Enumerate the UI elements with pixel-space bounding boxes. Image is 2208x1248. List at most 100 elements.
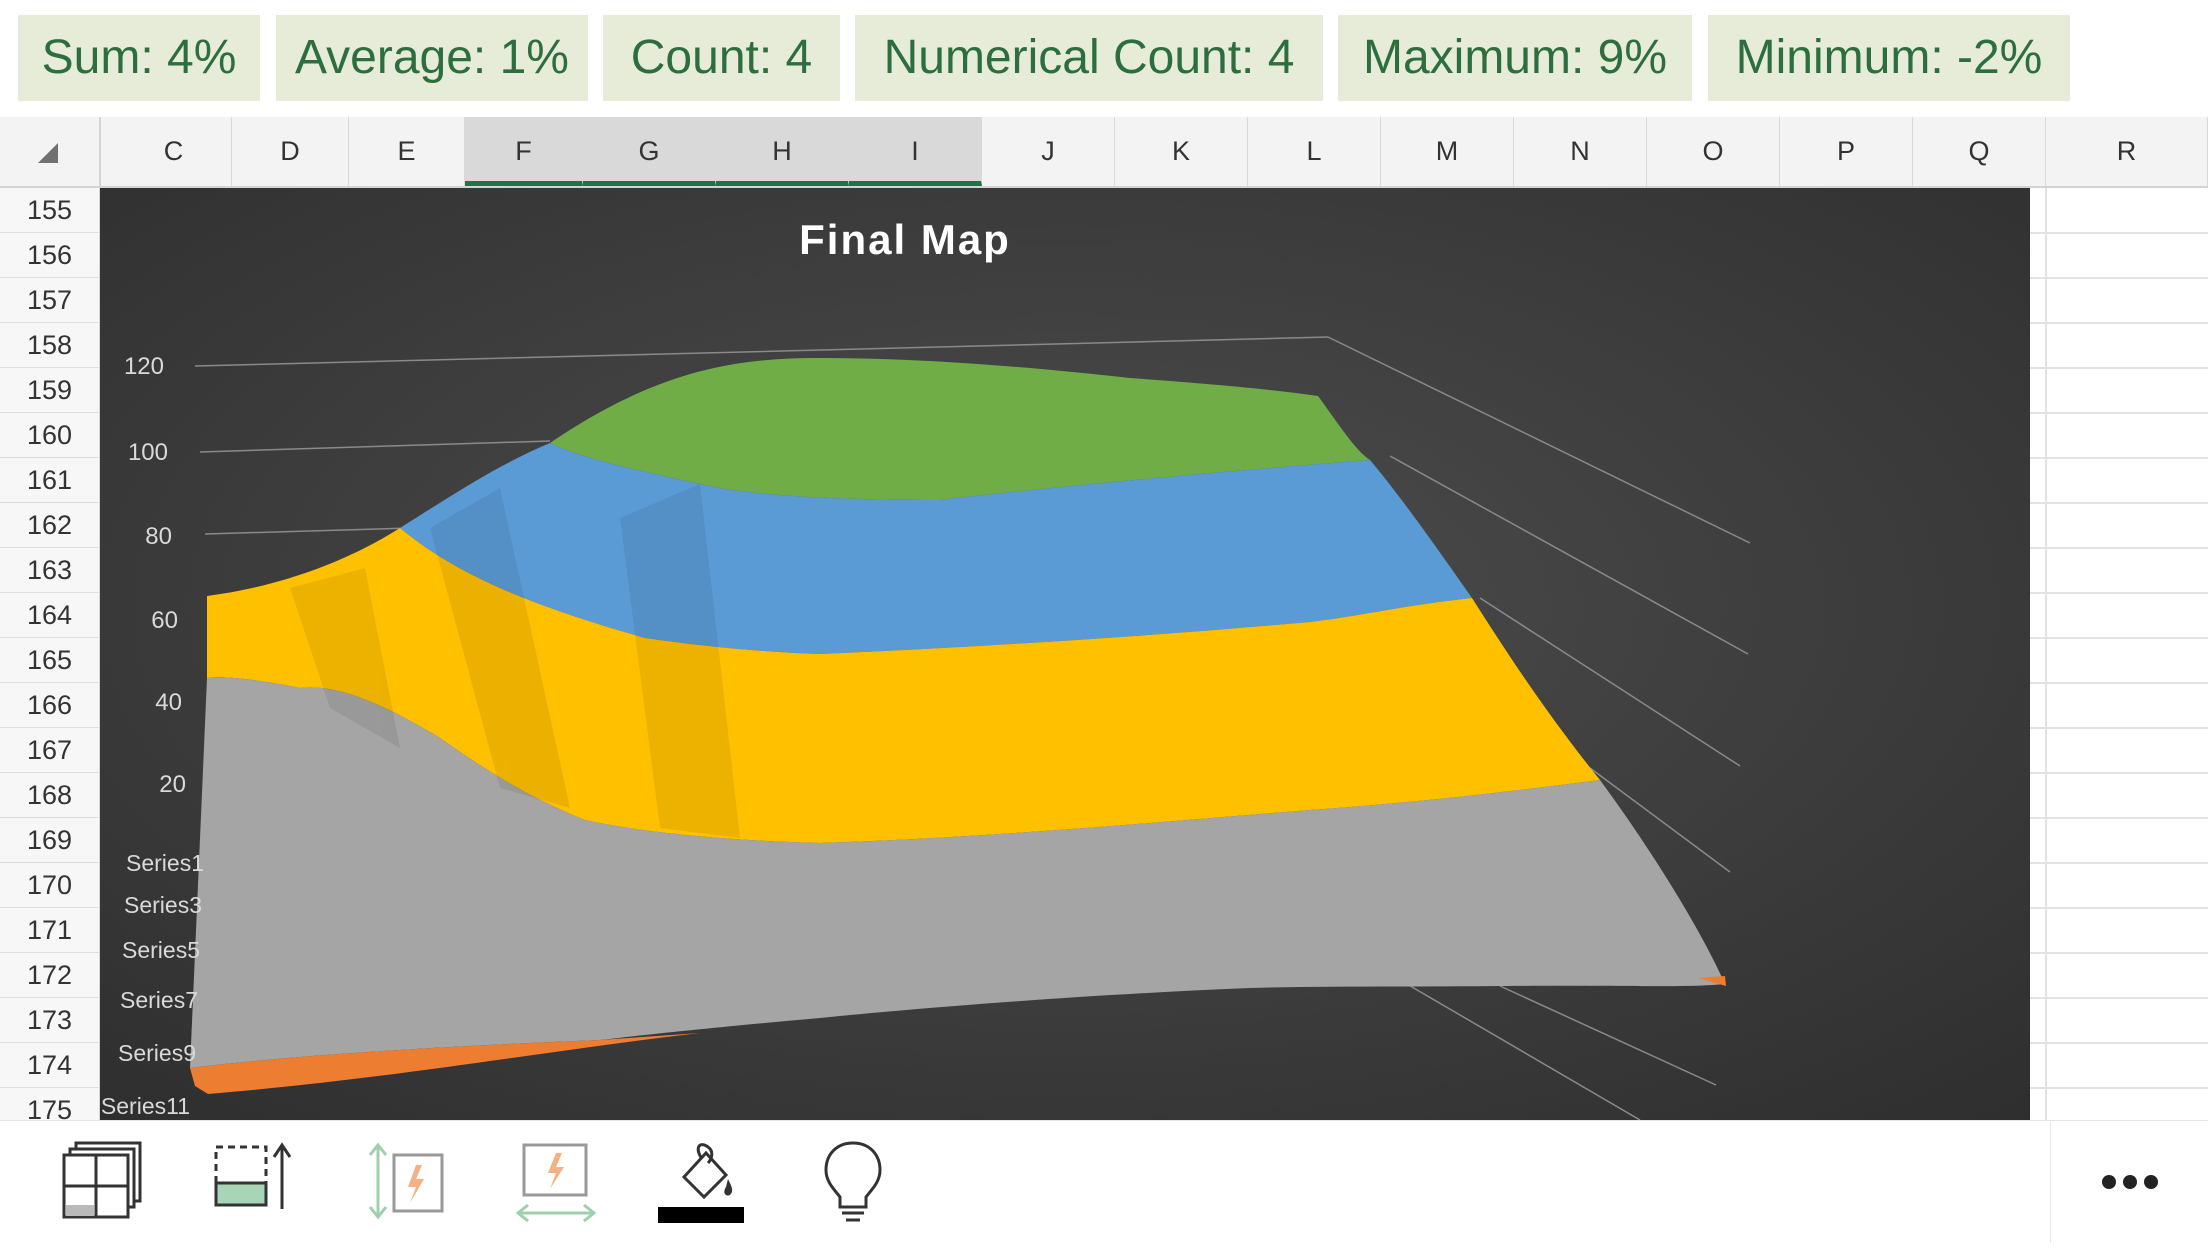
grid-line: [2030, 322, 2208, 324]
grid-line: [2030, 367, 2208, 369]
row-header[interactable]: 167: [0, 728, 99, 773]
z-axis-tick-label: 60: [151, 607, 178, 634]
row-header[interactable]: 157: [0, 278, 99, 323]
chart-title[interactable]: Final Map: [799, 216, 1011, 263]
column-header[interactable]: R: [2046, 117, 2208, 186]
column-header[interactable]: N: [1514, 117, 1647, 186]
row-header[interactable]: 159: [0, 368, 99, 413]
grid-line: [2045, 188, 2047, 1120]
status-bar: Sum: 4% Average: 1% Count: 4 Numerical C…: [0, 0, 2208, 117]
select-all-button[interactable]: [0, 117, 101, 186]
autofit-row-height-icon: [368, 1142, 444, 1220]
row-header[interactable]: 170: [0, 863, 99, 908]
grid-line: [2030, 637, 2208, 639]
row-header[interactable]: 172: [0, 953, 99, 998]
series-axis-tick-label: Series5: [122, 937, 200, 963]
freeze-panes-button[interactable]: [58, 1137, 148, 1227]
column-header-selected[interactable]: H: [716, 117, 849, 186]
maximum-stat[interactable]: Maximum: 9%: [1338, 15, 1692, 101]
column-header[interactable]: Q: [1913, 117, 2046, 186]
fill-color-button[interactable]: [656, 1137, 756, 1227]
row-header[interactable]: 168: [0, 773, 99, 818]
column-header[interactable]: M: [1381, 117, 1514, 186]
row-header[interactable]: 174: [0, 1043, 99, 1088]
column-header[interactable]: E: [349, 117, 465, 186]
autofit-column-width-button[interactable]: [512, 1137, 602, 1227]
column-header[interactable]: O: [1647, 117, 1780, 186]
gridlines: [194, 336, 1751, 1120]
column-header[interactable]: L: [1248, 117, 1381, 186]
gridline: [204, 527, 411, 535]
grid-line: [2030, 412, 2208, 414]
cell-grid[interactable]: [2030, 188, 2208, 1120]
grid-line: [2030, 772, 2208, 774]
column-header-bar: C D E F G H I J K L M N O P Q R: [0, 117, 2208, 188]
freeze-panes-icon: [62, 1141, 142, 1219]
autofit-row-height-button[interactable]: [362, 1137, 452, 1227]
format-cells-icon: [214, 1142, 292, 1209]
count-stat[interactable]: Count: 4: [603, 15, 840, 101]
row-header[interactable]: 166: [0, 683, 99, 728]
grid-line: [2030, 817, 2208, 819]
sum-stat[interactable]: Sum: 4%: [18, 15, 260, 101]
average-stat[interactable]: Average: 1%: [276, 15, 588, 101]
series-axis-tick-label: Series7: [120, 987, 198, 1013]
grid-line: [2030, 277, 2208, 279]
row-header[interactable]: 155: [0, 188, 99, 233]
column-header-selected[interactable]: F: [465, 117, 583, 186]
row-header[interactable]: 164: [0, 593, 99, 638]
surface-shading: [290, 484, 740, 838]
grid-line: [2030, 457, 2208, 459]
row-header[interactable]: 171: [0, 908, 99, 953]
surface-band-20-60: [190, 677, 1725, 1068]
column-header[interactable]: K: [1115, 117, 1248, 186]
grid-line: [2030, 997, 2208, 999]
row-header[interactable]: 165: [0, 638, 99, 683]
column-header[interactable]: D: [232, 117, 349, 186]
numerical-count-stat[interactable]: Numerical Count: 4: [855, 15, 1323, 101]
column-header-selected[interactable]: G: [583, 117, 716, 186]
column-header[interactable]: J: [982, 117, 1115, 186]
column-header[interactable]: C: [116, 117, 232, 186]
series-axis-tick-label: Series9: [118, 1040, 196, 1066]
grid-line: [2030, 727, 2208, 729]
surface-band-100-120: [550, 358, 1370, 500]
grid-line: [2030, 592, 2208, 594]
grid-line: [2030, 952, 2208, 954]
tell-me-button[interactable]: [808, 1137, 898, 1227]
row-header[interactable]: 169: [0, 818, 99, 863]
row-header-bar: 155 156 157 158 159 160 161 162 163 164 …: [0, 188, 101, 1120]
grid-line: [2030, 232, 2208, 234]
row-header[interactable]: 156: [0, 233, 99, 278]
gridline: [199, 440, 551, 453]
gridline: [194, 336, 1329, 367]
row-header[interactable]: 175: [0, 1088, 99, 1120]
z-axis-tick-label: 20: [159, 771, 186, 798]
more-ellipsis-icon: [2102, 1175, 2158, 1189]
bottom-toolbar: [0, 1120, 2208, 1243]
format-cells-button[interactable]: [210, 1137, 300, 1227]
row-header[interactable]: 161: [0, 458, 99, 503]
series-axis-tick-label: Series1: [126, 850, 204, 876]
grid-line: [2030, 907, 2208, 909]
row-header[interactable]: 158: [0, 323, 99, 368]
column-header-selected[interactable]: I: [849, 117, 982, 186]
surface-band-0-20: [190, 1033, 700, 1094]
series-axis-tick-label: Series11: [101, 1093, 190, 1119]
more-options-button[interactable]: [2050, 1121, 2208, 1243]
row-header[interactable]: 162: [0, 503, 99, 548]
grid-line: [2030, 1042, 2208, 1044]
row-header[interactable]: 163: [0, 548, 99, 593]
surface-chart[interactable]: Final Map 120 100 80 60 40 20 Series1 Se…: [100, 188, 2030, 1120]
grid-line: [2030, 1087, 2208, 1089]
fill-color-icon: [658, 1143, 744, 1223]
surface-band-0-20-right: [1698, 976, 1726, 986]
select-all-icon: [38, 143, 58, 163]
z-axis-tick-label: 80: [145, 523, 172, 550]
column-header[interactable]: P: [1780, 117, 1913, 186]
grid-line: [2030, 502, 2208, 504]
series-axis-tick-label: Series3: [124, 892, 202, 918]
row-header[interactable]: 160: [0, 413, 99, 458]
row-header[interactable]: 173: [0, 998, 99, 1043]
minimum-stat[interactable]: Minimum: -2%: [1708, 15, 2070, 101]
